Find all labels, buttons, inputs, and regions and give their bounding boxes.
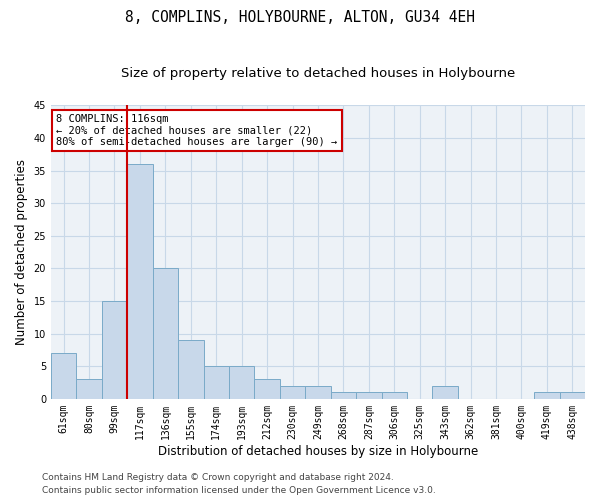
Y-axis label: Number of detached properties: Number of detached properties xyxy=(15,159,28,345)
Bar xyxy=(433,386,458,399)
Text: Contains HM Land Registry data © Crown copyright and database right 2024.
Contai: Contains HM Land Registry data © Crown c… xyxy=(42,474,436,495)
Title: Size of property relative to detached houses in Holybourne: Size of property relative to detached ho… xyxy=(121,68,515,80)
Bar xyxy=(305,386,331,399)
Bar xyxy=(356,392,382,399)
Bar xyxy=(76,380,102,399)
Bar xyxy=(560,392,585,399)
Bar xyxy=(178,340,203,399)
Bar xyxy=(280,386,305,399)
Bar xyxy=(51,353,76,399)
Bar xyxy=(331,392,356,399)
Bar xyxy=(127,164,152,399)
Text: 8, COMPLINS, HOLYBOURNE, ALTON, GU34 4EH: 8, COMPLINS, HOLYBOURNE, ALTON, GU34 4EH xyxy=(125,10,475,25)
X-axis label: Distribution of detached houses by size in Holybourne: Distribution of detached houses by size … xyxy=(158,444,478,458)
Text: 8 COMPLINS: 116sqm
← 20% of detached houses are smaller (22)
80% of semi-detache: 8 COMPLINS: 116sqm ← 20% of detached hou… xyxy=(56,114,338,148)
Bar xyxy=(102,301,127,399)
Bar xyxy=(534,392,560,399)
Bar xyxy=(382,392,407,399)
Bar xyxy=(254,380,280,399)
Bar xyxy=(203,366,229,399)
Bar xyxy=(229,366,254,399)
Bar xyxy=(152,268,178,399)
